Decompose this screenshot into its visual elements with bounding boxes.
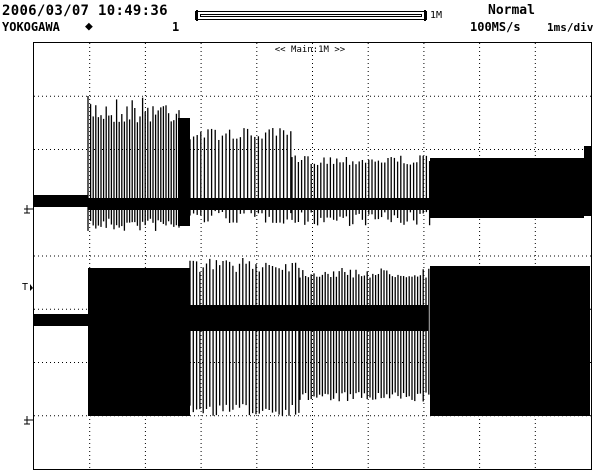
zoom-window-label: << Main:1M >>	[275, 45, 346, 55]
trace-group	[34, 96, 591, 416]
ch2-ground-marker	[24, 416, 33, 424]
ch1-ground-marker	[24, 205, 33, 213]
ch1-baseline-band	[34, 195, 88, 207]
trigger-level-marker: T	[22, 282, 33, 293]
ch1-center-band	[88, 198, 588, 210]
ch2-dense-tail	[430, 266, 590, 416]
ch2-dense-block	[88, 268, 190, 416]
ch2-center-band	[88, 305, 428, 331]
svg-text:T: T	[22, 282, 28, 293]
ch2-baseline-band	[34, 314, 90, 326]
